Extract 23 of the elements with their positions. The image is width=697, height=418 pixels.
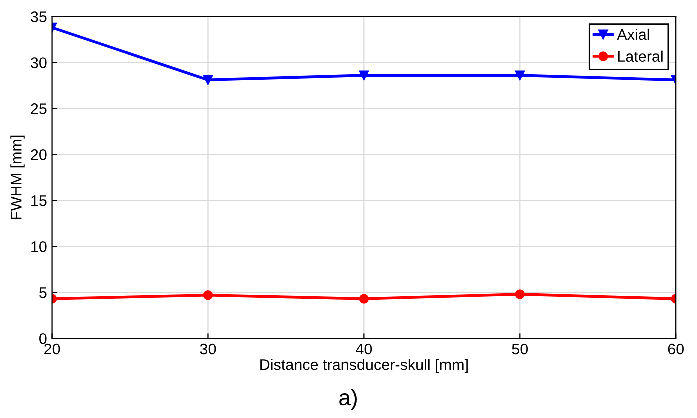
text: a): [340, 389, 357, 410]
y-tick-label: 20: [31, 150, 47, 160]
x-tick-label: 60: [668, 344, 684, 355]
y-tick-label: 30: [31, 58, 47, 68]
point: [359, 70, 370, 80]
x-tick-label: 50: [512, 344, 528, 355]
y-axis-title: FWHM [mm]: [10, 136, 25, 220]
y-tick-label: 5: [40, 288, 47, 298]
point: [359, 294, 370, 304]
y-tick-label: 0: [40, 333, 47, 344]
x-axis-title: Distance transducer-skull [mm]: [260, 359, 468, 374]
point: [515, 290, 525, 300]
point: [203, 290, 214, 300]
y-tick-label: 25: [31, 104, 47, 114]
legend-label: Lateral: [618, 50, 663, 62]
y-tick-label: 35: [31, 12, 47, 22]
x-tick-label: 30: [200, 344, 216, 355]
y-tick-label: 10: [32, 241, 47, 252]
x-tick-label: 40: [356, 344, 372, 355]
legend-label: Axial: [617, 28, 650, 40]
point: [515, 70, 525, 80]
point: [203, 75, 214, 86]
y-tick-label: 15: [32, 196, 47, 206]
